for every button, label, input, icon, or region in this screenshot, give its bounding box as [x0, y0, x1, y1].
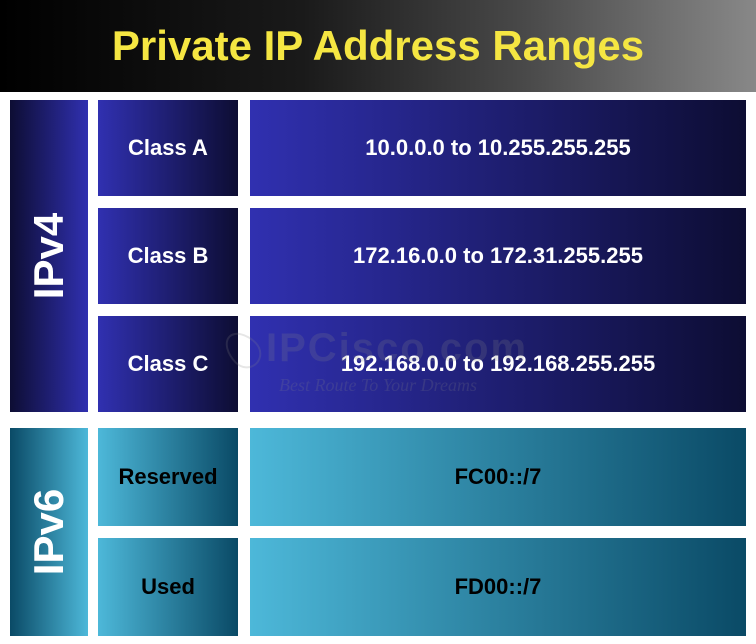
content-area: IPv4 Class A 10.0.0.0 to 10.255.255.255 … [0, 92, 756, 644]
ipv6-rows: Reserved FC00::/7 Used FD00::/7 [98, 428, 746, 636]
ipv6-label-text: Used [141, 574, 195, 600]
infographic-container: Private IP Address Ranges IPv4 Class A 1… [0, 0, 756, 644]
ipv4-value-text: 172.16.0.0 to 172.31.255.255 [353, 243, 643, 269]
ipv6-row-reserved: Reserved FC00::/7 [98, 428, 746, 526]
ipv4-label-text: Class C [128, 351, 209, 377]
ipv4-label-cell: Class B [98, 208, 238, 304]
ipv6-label-cell: Used [98, 538, 238, 636]
ipv6-label-text: Reserved [118, 464, 217, 490]
ipv4-value-text: 10.0.0.0 to 10.255.255.255 [365, 135, 630, 161]
ipv6-section: IPv6 Reserved FC00::/7 Used FD00:: [0, 420, 756, 644]
ipv6-value-cell: FD00::/7 [250, 538, 746, 636]
ipv6-value-cell: FC00::/7 [250, 428, 746, 526]
ipv4-rows: Class A 10.0.0.0 to 10.255.255.255 Class… [98, 100, 746, 412]
ipv6-row-used: Used FD00::/7 [98, 538, 746, 636]
ipv4-value-cell: 172.16.0.0 to 172.31.255.255 [250, 208, 746, 304]
ipv4-label-text: Class B [128, 243, 209, 269]
ipv4-section: IPv4 Class A 10.0.0.0 to 10.255.255.255 … [0, 92, 756, 420]
ipv4-label-cell: Class A [98, 100, 238, 196]
header-bar: Private IP Address Ranges [0, 0, 756, 92]
ipv4-label-cell: Class C [98, 316, 238, 412]
ipv4-row-class-a: Class A 10.0.0.0 to 10.255.255.255 [98, 100, 746, 196]
ipv4-side-label: IPv4 [10, 100, 88, 412]
ipv6-value-text: FD00::/7 [455, 574, 542, 600]
ipv6-label-cell: Reserved [98, 428, 238, 526]
ipv6-side-label-text: IPv6 [25, 489, 73, 575]
ipv4-side-label-text: IPv4 [25, 213, 73, 299]
ipv4-value-text: 192.168.0.0 to 192.168.255.255 [341, 351, 655, 377]
header-title: Private IP Address Ranges [112, 22, 644, 70]
ipv4-value-cell: 192.168.0.0 to 192.168.255.255 [250, 316, 746, 412]
ipv4-value-cell: 10.0.0.0 to 10.255.255.255 [250, 100, 746, 196]
ipv4-label-text: Class A [128, 135, 208, 161]
ipv6-side-label: IPv6 [10, 428, 88, 636]
ipv4-row-class-c: Class C 192.168.0.0 to 192.168.255.255 [98, 316, 746, 412]
ipv4-row-class-b: Class B 172.16.0.0 to 172.31.255.255 [98, 208, 746, 304]
ipv6-value-text: FC00::/7 [455, 464, 542, 490]
